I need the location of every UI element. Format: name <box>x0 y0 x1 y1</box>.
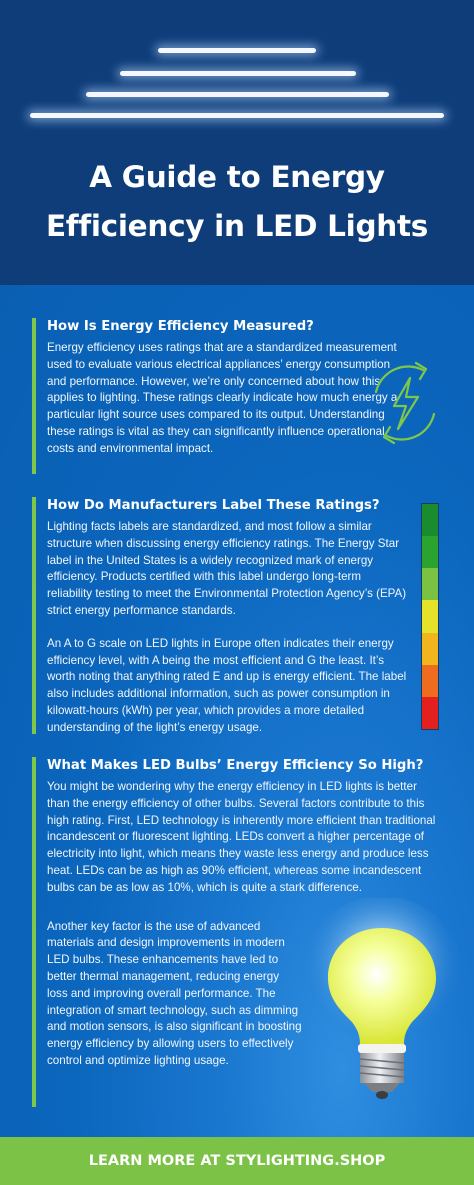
section-paragraph: Lighting facts labels are standardized, … <box>47 520 407 617</box>
section-measured: How Is Energy Efficiency Measured? Energ… <box>32 318 402 474</box>
section-paragraph: You might be wondering why the energy ef… <box>47 780 436 894</box>
footer-cta-text[interactable]: LEARN MORE AT STYLIGHTING.SHOP <box>88 1153 386 1169</box>
section-paragraph: An A to G scale on LED lights in Europe … <box>47 636 407 734</box>
rating-segment <box>422 536 438 569</box>
section-title: How Do Manufacturers Label These Ratings… <box>47 498 380 513</box>
rating-segment <box>422 696 438 729</box>
rating-segment <box>422 664 438 697</box>
title-line-2: Efficiency in LED Lights <box>45 209 429 243</box>
rating-segment <box>422 504 438 537</box>
section-why-efficient: What Makes LED Bulbs’ Energy Efficiency … <box>32 757 442 1107</box>
light-tube <box>30 113 444 118</box>
page-title: A Guide to Energy Efficiency in LED Ligh… <box>0 153 474 251</box>
energy-cycle-icon <box>374 361 436 445</box>
rating-segment <box>422 632 438 665</box>
section-label: How Do Manufacturers Label These Ratings… <box>32 497 407 734</box>
light-bulb-icon <box>300 898 464 1099</box>
section-title: How Is Energy Efficiency Measured? <box>47 319 314 334</box>
energy-rating-scale <box>421 503 439 730</box>
footer-cta-banner[interactable]: LEARN MORE AT STYLIGHTING.SHOP <box>0 1137 474 1185</box>
rating-segment <box>422 568 438 601</box>
header-banner: A Guide to Energy Efficiency in LED Ligh… <box>0 0 474 285</box>
rating-segment <box>422 600 438 633</box>
section-paragraph: Another key factor is the use of advance… <box>47 919 302 1067</box>
section-title: What Makes LED Bulbs’ Energy Efficiency … <box>47 758 424 773</box>
light-tube <box>158 48 316 53</box>
title-line-1: A Guide to Energy <box>89 160 385 194</box>
section-paragraph: Energy efficiency uses ratings that are … <box>47 341 398 455</box>
light-tube <box>86 92 389 97</box>
light-tube <box>120 71 356 76</box>
